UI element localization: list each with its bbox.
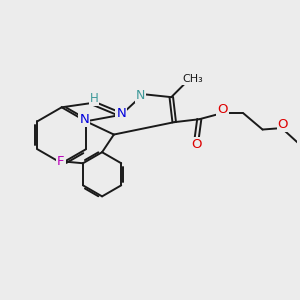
Text: O: O: [217, 103, 228, 116]
Text: CH₃: CH₃: [182, 74, 203, 85]
Text: O: O: [191, 138, 202, 151]
Text: O: O: [278, 118, 288, 131]
Text: N: N: [136, 89, 145, 102]
Text: N: N: [116, 107, 126, 120]
Text: H: H: [90, 92, 98, 105]
Text: F: F: [57, 155, 64, 168]
Text: N: N: [80, 113, 89, 126]
